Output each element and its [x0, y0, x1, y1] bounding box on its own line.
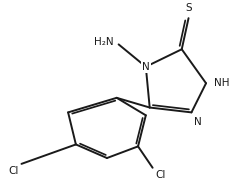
Text: N: N — [142, 62, 150, 72]
Text: N: N — [194, 117, 202, 127]
Text: S: S — [185, 3, 192, 13]
Text: Cl: Cl — [156, 170, 166, 180]
Text: NH: NH — [214, 78, 229, 88]
Text: H₂N: H₂N — [94, 37, 114, 48]
Text: Cl: Cl — [8, 166, 18, 176]
